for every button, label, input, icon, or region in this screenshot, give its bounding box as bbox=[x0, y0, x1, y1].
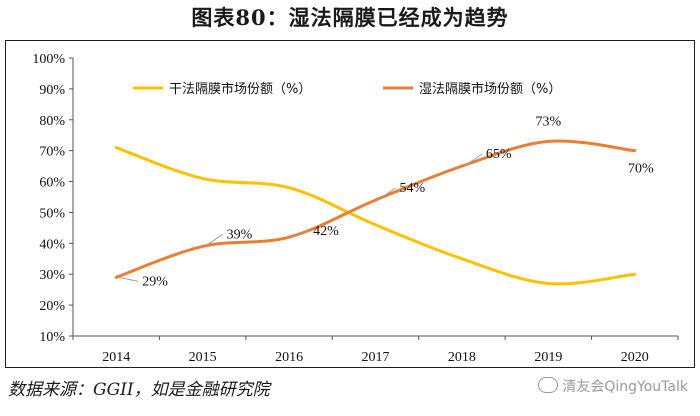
data-label-leader bbox=[204, 234, 223, 247]
line-chart: 10% 20% 30% 40% 50% 60% 70% 80% 90% 100% 2014 2015 2… bbox=[32, 52, 679, 365]
series-line-2 bbox=[114, 139, 637, 279]
y-tick-label: 100% bbox=[32, 52, 65, 67]
y-tick-label: 60% bbox=[39, 176, 65, 191]
data-label: 42% bbox=[313, 224, 339, 239]
data-label: 65% bbox=[486, 147, 512, 162]
data-label: 70% bbox=[628, 162, 654, 177]
y-tick-label: 50% bbox=[39, 206, 65, 221]
x-tick-label: 2018 bbox=[448, 350, 476, 365]
y-tick-label: 90% bbox=[39, 83, 65, 98]
series-line-1 bbox=[114, 146, 637, 286]
y-tick-label: 40% bbox=[39, 237, 65, 252]
y-tick-label: 20% bbox=[39, 299, 65, 314]
x-tick-label: 2019 bbox=[534, 350, 562, 365]
x-tick-label: 2014 bbox=[102, 350, 130, 365]
data-label: 73% bbox=[536, 114, 562, 129]
x-tick-label: 2017 bbox=[362, 350, 390, 365]
data-label-leader bbox=[118, 276, 139, 282]
data-label: 54% bbox=[400, 181, 426, 196]
data-label: 39% bbox=[227, 227, 253, 242]
chart-frame bbox=[5, 40, 695, 368]
wechat-icon bbox=[538, 377, 559, 393]
watermark: 清友会QingYouTalk bbox=[538, 376, 688, 396]
y-tick-label: 10% bbox=[39, 330, 65, 345]
legend-label: 湿法隔膜市场份额（%） bbox=[419, 81, 561, 97]
data-label-leader bbox=[377, 187, 396, 201]
watermark-text: 清友会QingYouTalk bbox=[562, 379, 688, 395]
x-tick-label: 2016 bbox=[275, 350, 303, 365]
chart-title: 图表80：湿法隔膜已经成为趋势 bbox=[191, 5, 509, 30]
data-label-leader bbox=[290, 230, 310, 238]
x-tick-label: 2015 bbox=[189, 350, 217, 365]
data-label-leader bbox=[463, 153, 483, 167]
x-tick-label: 2020 bbox=[621, 350, 649, 365]
data-label: 29% bbox=[142, 274, 168, 289]
legend-label: 干法隔膜市场份额（%） bbox=[169, 81, 311, 97]
y-tick-label: 80% bbox=[39, 114, 65, 129]
data-source-note: 数据来源：GGII，如是金融研究院 bbox=[8, 380, 270, 400]
y-tick-label: 70% bbox=[39, 145, 65, 160]
y-tick-label: 30% bbox=[39, 268, 65, 283]
